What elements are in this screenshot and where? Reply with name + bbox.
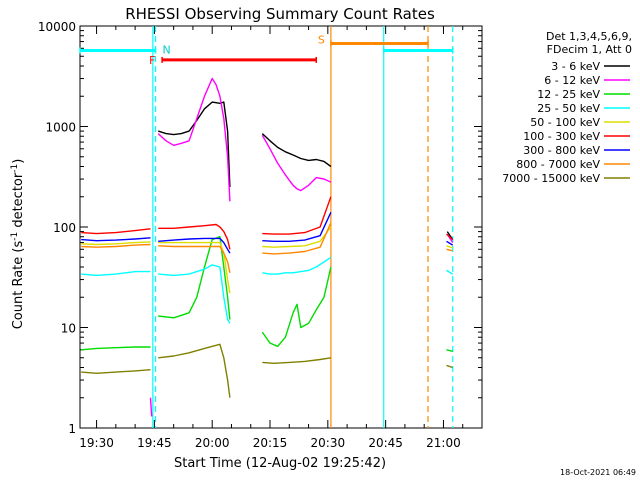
chart-title: RHESSI Observing Summary Count Rates xyxy=(125,5,435,23)
series-line-800-7000-keV-kev xyxy=(446,248,453,252)
series-line-6-12-keV-kev xyxy=(149,397,153,417)
legend-label: 12 - 25 keV xyxy=(537,88,600,101)
series-line-800-7000-keV-kev xyxy=(262,222,332,255)
state-label: F xyxy=(149,54,155,67)
series-line-50-100-keV-kev xyxy=(158,241,231,294)
legend-label: 6 - 12 keV xyxy=(544,74,600,87)
x-tick-label: 19:45 xyxy=(137,436,172,450)
y-tick-label: 100 xyxy=(53,221,76,235)
series-line-800-7000-keV-kev xyxy=(81,243,151,248)
legend-label: 3 - 6 keV xyxy=(551,60,600,73)
x-tick-label: 21:00 xyxy=(426,436,461,450)
y-axis-ticks: 1 10 100 1000 10000 xyxy=(38,20,482,436)
legend-label: 800 - 7000 keV xyxy=(516,158,600,171)
series-line-12-25-keV-kev xyxy=(261,266,332,347)
series-line-12-25-keV-kev xyxy=(158,235,231,320)
series-line-3-6-keV-kev xyxy=(157,101,231,188)
footer-date: 18-Oct-2021 06:49 xyxy=(560,468,636,477)
y-tick-label: 10000 xyxy=(38,20,76,34)
legend-label: 100 - 300 keV xyxy=(523,130,600,143)
series-line-6-12-keV-kev xyxy=(157,77,231,202)
state-labels: NF S xyxy=(149,33,325,66)
series-line-7000-15000-keV-kev xyxy=(262,357,332,364)
plot-frame xyxy=(79,25,483,429)
state-label: N xyxy=(163,44,171,57)
series-line-100-300-keV-kev xyxy=(81,228,151,235)
series-line-300-800-keV-kev xyxy=(81,237,151,242)
x-tick-label: 20:30 xyxy=(311,436,346,450)
series-line-3-6-keV-kev xyxy=(261,133,332,168)
series-line-100-300-keV-kev xyxy=(158,223,231,250)
y-tick-label: 10 xyxy=(61,322,76,336)
series-line-7000-15000-keV-kev xyxy=(446,364,453,369)
series-line-100-300-keV-kev xyxy=(262,196,332,235)
y-tick-label: 1000 xyxy=(45,121,76,135)
series-line-25-50-keV-kev xyxy=(262,256,332,275)
y-axis-label: Count Rate (s-1 detector-1) xyxy=(10,159,26,330)
series-lines xyxy=(81,77,454,417)
state-markers xyxy=(152,26,454,428)
series-line-50-100-keV-kev xyxy=(446,245,453,249)
series-line-800-7000-keV-kev xyxy=(158,245,231,273)
series-line-300-800-keV-kev xyxy=(158,237,231,254)
x-axis-label: Start Time (12-Aug-02 19:25:42) xyxy=(174,456,386,471)
legend-header: Det 1,3,4,5,6,9, xyxy=(546,30,632,43)
state-label: S xyxy=(318,33,325,46)
series-line-25-50-keV-kev xyxy=(81,270,151,277)
x-tick-label: 20:15 xyxy=(253,436,288,450)
y-tick-label: 1 xyxy=(68,422,76,436)
legend-label: 7000 - 15000 keV xyxy=(502,172,600,185)
x-axis-ticks: 19:30 19:45 20:00 20:15 20:30 20:45 21:00 xyxy=(79,26,464,450)
series-line-7000-15000-keV-kev xyxy=(158,343,231,398)
x-tick-label: 20:45 xyxy=(368,436,403,450)
series-line-300-800-keV-kev xyxy=(446,240,454,246)
legend-header: FDecim 1, Att 0 xyxy=(547,43,632,56)
legend-label: 50 - 100 keV xyxy=(530,116,600,129)
series-line-25-50-keV-kev xyxy=(446,269,454,275)
series-line-25-50-keV-kev xyxy=(158,264,231,324)
series-line-100-300-keV-kev xyxy=(446,233,454,241)
x-tick-label: 20:00 xyxy=(195,436,230,450)
series-line-7000-15000-keV-kev xyxy=(81,369,151,374)
series-line-50-100-keV-kev xyxy=(262,226,332,248)
x-tick-label: 19:30 xyxy=(79,436,114,450)
state-bars xyxy=(79,40,454,63)
legend: Det 1,3,4,5,6,9,FDecim 1, Att 0 3 - 6 keV… xyxy=(502,30,632,185)
legend-label: 300 - 800 keV xyxy=(523,144,600,157)
series-line-12-25-keV-kev xyxy=(81,346,151,351)
series-line-6-12-keV-kev xyxy=(261,134,332,192)
series-line-300-800-keV-kev xyxy=(262,212,332,243)
series-line-50-100-keV-kev xyxy=(81,241,151,246)
legend-label: 25 - 50 keV xyxy=(537,102,600,115)
series-line-12-25-keV-kev xyxy=(446,349,453,352)
